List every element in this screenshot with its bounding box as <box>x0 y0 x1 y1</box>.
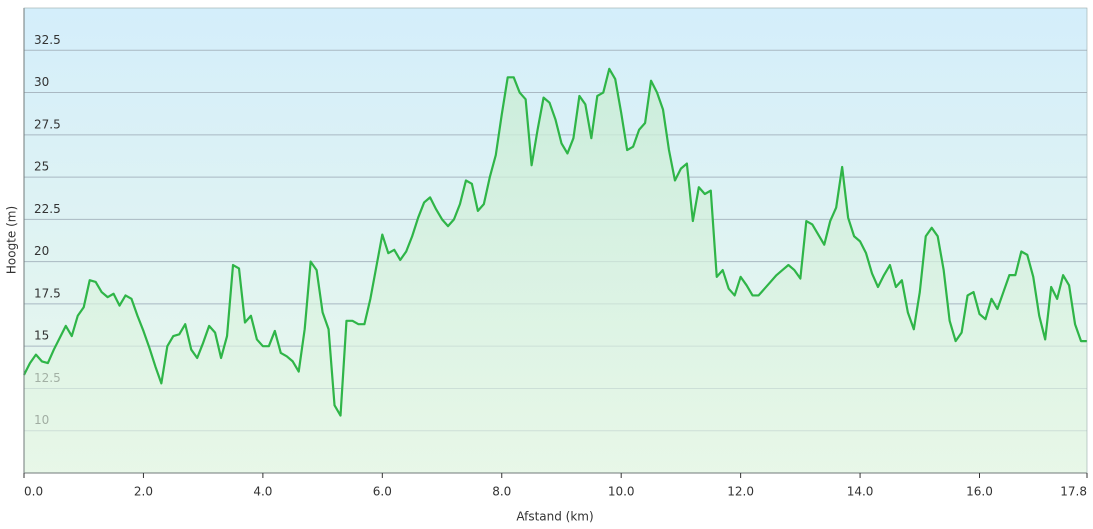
x-tick-label: 2.0 <box>134 485 153 499</box>
x-tick-label: 10.0 <box>608 485 635 499</box>
y-tick-label: 15 <box>34 329 49 343</box>
y-tick-label: 25 <box>34 160 49 174</box>
y-tick-label: 30 <box>34 75 49 89</box>
y-tick-label: 20 <box>34 244 49 258</box>
x-tick-label: 0.0 <box>24 485 43 499</box>
y-tick-label: 22.5 <box>34 202 61 216</box>
x-tick-label: 17.8 <box>1060 485 1087 499</box>
elevation-line <box>23 67 1087 417</box>
x-tick-label: 8.0 <box>492 485 511 499</box>
x-tick-label: 14.0 <box>847 485 874 499</box>
x-tick-label: 12.0 <box>727 485 754 499</box>
y-tick-label: 27.5 <box>34 117 61 131</box>
y-tick-label: 32.5 <box>34 33 61 47</box>
plot-frame <box>23 7 1088 474</box>
x-tick-label: 4.0 <box>253 485 272 499</box>
y-tick-label: 17.5 <box>34 286 61 300</box>
x-axis-label: Afstand (km) <box>516 510 593 524</box>
area-fill <box>24 68 1087 474</box>
y-axis-label: Hoogte (m) <box>5 206 19 274</box>
x-tick-label: 16.0 <box>966 485 993 499</box>
x-tick-label: 6.0 <box>373 485 392 499</box>
